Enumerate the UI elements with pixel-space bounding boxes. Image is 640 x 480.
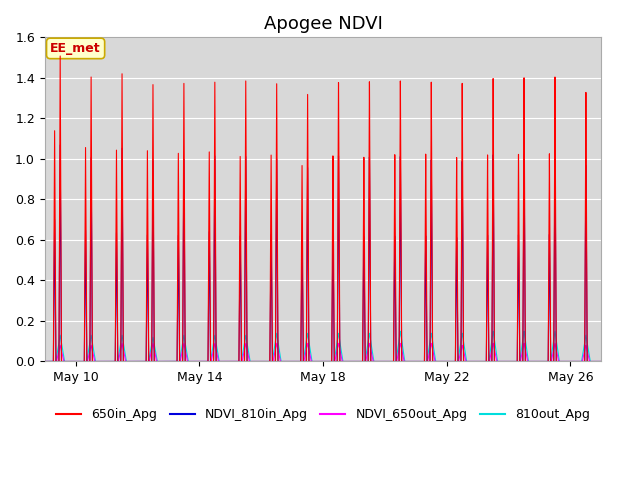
Legend: 650in_Apg, NDVI_810in_Apg, NDVI_650out_Apg, 810out_Apg: 650in_Apg, NDVI_810in_Apg, NDVI_650out_A… [51, 403, 595, 426]
Text: EE_met: EE_met [51, 42, 101, 55]
Title: Apogee NDVI: Apogee NDVI [264, 15, 383, 33]
